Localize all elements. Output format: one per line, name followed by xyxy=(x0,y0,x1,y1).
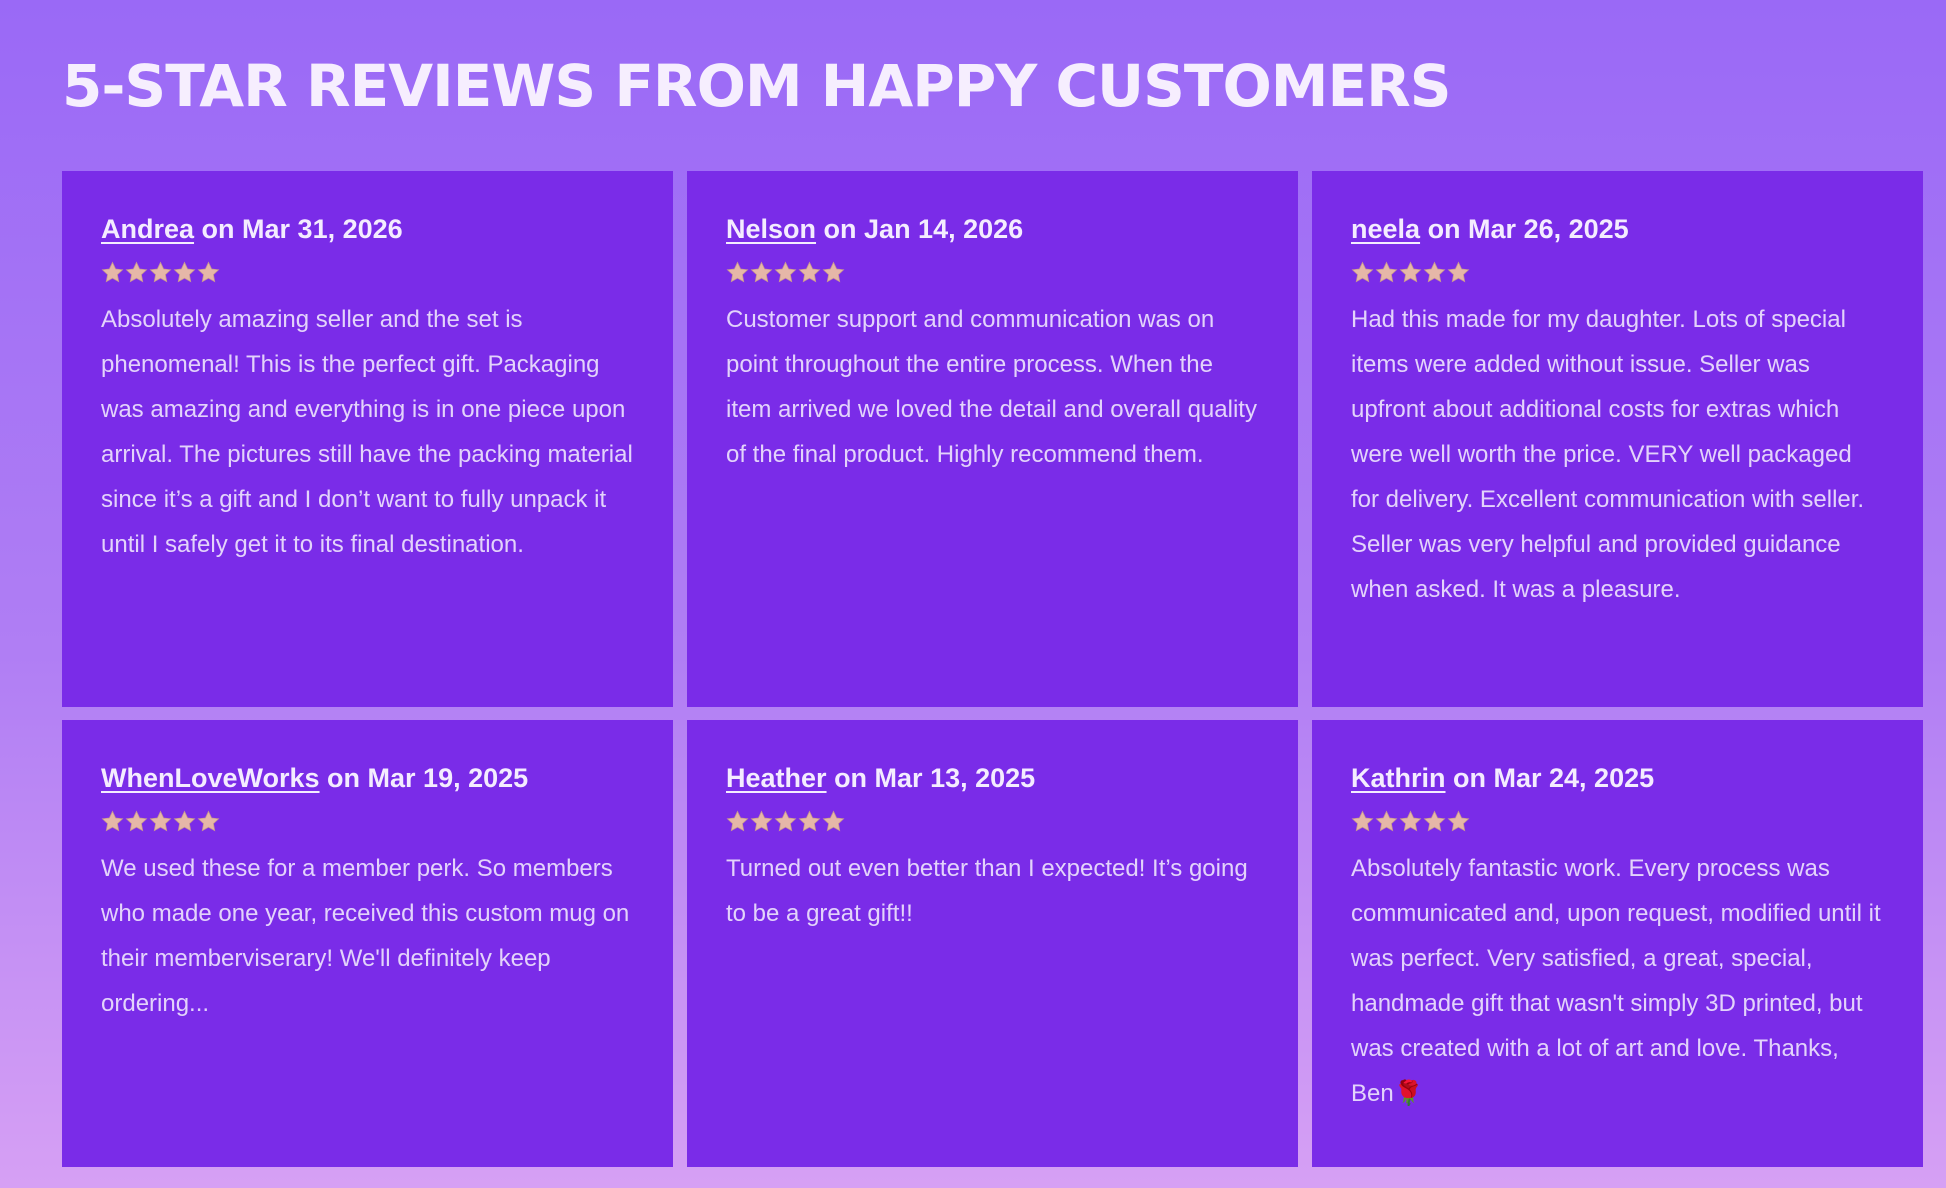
star-shape xyxy=(125,261,148,283)
star-shape xyxy=(726,810,749,832)
star-shape xyxy=(1423,810,1446,832)
star xyxy=(1399,810,1422,832)
review-header: Heather on Mar 13, 2025 xyxy=(726,758,1260,798)
star-shape xyxy=(101,810,124,832)
reviewer-name[interactable]: Kathrin xyxy=(1351,763,1446,793)
star-shape xyxy=(798,810,821,832)
review-header: neela on Mar 26, 2025 xyxy=(1351,209,1885,249)
star-shape xyxy=(1399,261,1422,283)
star xyxy=(197,261,220,283)
review-card: WhenLoveWorks on Mar 19, 2025 We used the… xyxy=(62,720,673,1167)
star-rating xyxy=(101,810,635,840)
star xyxy=(173,261,196,283)
review-card: neela on Mar 26, 2025 Had this made for m… xyxy=(1312,171,1923,707)
reviewer-name[interactable]: Heather xyxy=(726,763,827,793)
star-shape xyxy=(774,261,797,283)
star xyxy=(1399,261,1422,283)
star xyxy=(1423,261,1446,283)
star-rating xyxy=(1351,261,1885,291)
star xyxy=(750,261,773,283)
review-card: Nelson on Jan 14, 2026 Customer support a… xyxy=(687,171,1298,707)
reviewer-name[interactable]: Nelson xyxy=(726,214,817,244)
star xyxy=(774,261,797,283)
review-text: We used these for a member perk. So memb… xyxy=(101,855,630,1017)
star xyxy=(125,261,148,283)
star xyxy=(1447,810,1470,832)
star xyxy=(101,810,124,832)
review-date: on Mar 31, 2026 xyxy=(201,214,403,244)
star-rating xyxy=(101,261,635,291)
star xyxy=(750,810,773,832)
star-shape xyxy=(1423,261,1446,283)
review-date: on Mar 19, 2025 xyxy=(327,763,529,793)
star-shape xyxy=(173,261,196,283)
review-card: Kathrin on Mar 24, 2025 Absolutely fantas… xyxy=(1312,720,1923,1167)
review-card: Andrea on Mar 31, 2026 Absolutely amazing… xyxy=(62,171,673,707)
star xyxy=(774,810,797,832)
review-header: Andrea on Mar 31, 2026 xyxy=(101,209,635,249)
star-shape xyxy=(1375,810,1398,832)
review-text: Absolutely fantastic work. Every process… xyxy=(1351,855,1881,1107)
star xyxy=(1375,810,1398,832)
review-date: on Mar 26, 2025 xyxy=(1427,214,1629,244)
star-shape xyxy=(774,810,797,832)
star-shape xyxy=(822,810,845,832)
star-shape xyxy=(822,261,845,283)
star-rating xyxy=(1351,810,1885,840)
star-shape xyxy=(197,261,220,283)
star xyxy=(149,261,172,283)
star xyxy=(822,261,845,283)
review-text: Turned out even better than I expected! … xyxy=(726,855,1248,927)
reviewer-name[interactable]: Andrea xyxy=(101,214,195,244)
review-header: Nelson on Jan 14, 2026 xyxy=(726,209,1260,249)
star-shape xyxy=(101,261,124,283)
star-shape xyxy=(1447,810,1470,832)
star xyxy=(1351,810,1374,832)
star xyxy=(798,810,821,832)
review-card: Heather on Mar 13, 2025 Turned out even b… xyxy=(687,720,1298,1167)
star-shape xyxy=(1351,261,1374,283)
star xyxy=(173,810,196,832)
star xyxy=(1447,261,1470,283)
star-shape xyxy=(197,810,220,832)
star xyxy=(197,810,220,832)
reviewer-name[interactable]: neela xyxy=(1351,214,1421,244)
review-header: Kathrin on Mar 24, 2025 xyxy=(1351,758,1885,798)
star xyxy=(726,810,749,832)
page-title: 5-STAR REVIEWS FROM HAPPY CUSTOMERS xyxy=(62,52,1452,120)
star-shape xyxy=(125,810,148,832)
star-rating xyxy=(726,261,1260,291)
star-shape xyxy=(750,810,773,832)
review-date: on Mar 13, 2025 xyxy=(834,763,1036,793)
review-date: on Jan 14, 2026 xyxy=(823,214,1024,244)
star-shape xyxy=(1351,810,1374,832)
star xyxy=(125,810,148,832)
star xyxy=(1351,261,1374,283)
star xyxy=(822,810,845,832)
star-shape xyxy=(750,261,773,283)
star xyxy=(726,261,749,283)
star xyxy=(149,810,172,832)
star-shape xyxy=(1399,810,1422,832)
review-text: Absolutely amazing seller and the set is… xyxy=(101,306,633,558)
star xyxy=(1375,261,1398,283)
star-shape xyxy=(1447,261,1470,283)
star-shape xyxy=(798,261,821,283)
star xyxy=(101,261,124,283)
star-shape xyxy=(726,261,749,283)
star-shape xyxy=(173,810,196,832)
review-date: on Mar 24, 2025 xyxy=(1453,763,1655,793)
star-shape xyxy=(149,261,172,283)
review-text: Had this made for my daughter. Lots of s… xyxy=(1351,306,1865,603)
review-header: WhenLoveWorks on Mar 19, 2025 xyxy=(101,758,635,798)
review-text: Customer support and communication was o… xyxy=(726,306,1257,468)
star-shape xyxy=(149,810,172,832)
star-rating xyxy=(726,810,1260,840)
star xyxy=(1423,810,1446,832)
reviewer-name[interactable]: WhenLoveWorks xyxy=(101,763,320,793)
star xyxy=(798,261,821,283)
star-shape xyxy=(1375,261,1398,283)
